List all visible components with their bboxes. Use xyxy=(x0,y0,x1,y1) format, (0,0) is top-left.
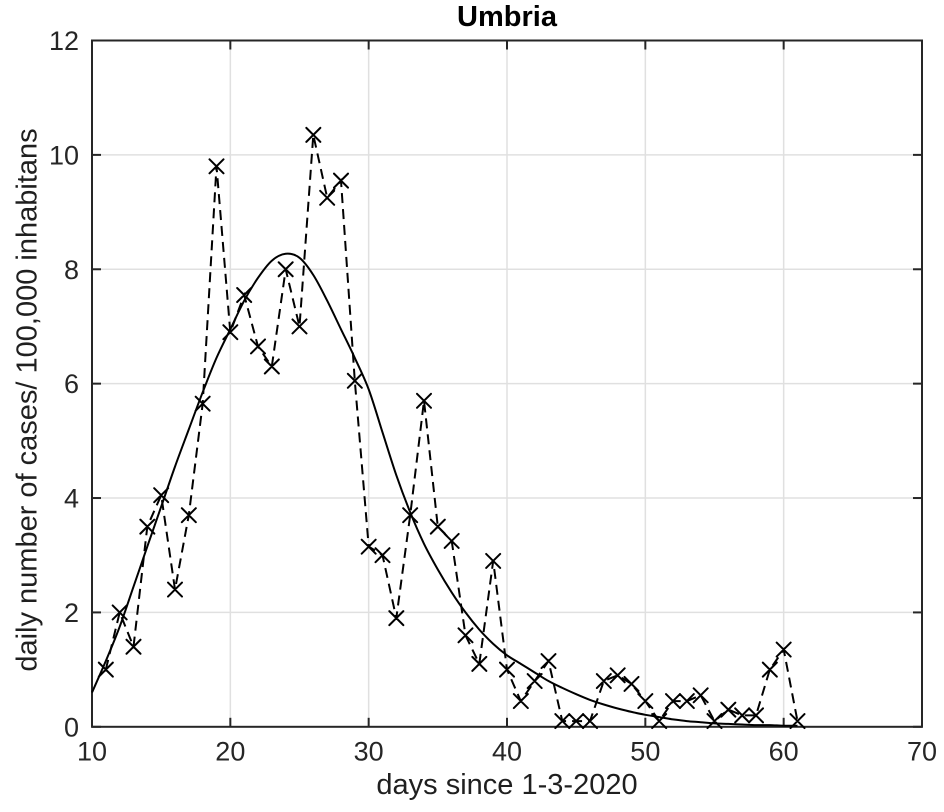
x-tick-labels: 10 20 30 40 50 60 70 xyxy=(77,736,937,766)
y-axis-label: daily number of cases/ 100,000 inhabitan… xyxy=(11,128,44,672)
x-tick-label: 50 xyxy=(630,736,660,766)
fitted-curve-line xyxy=(91,252,798,727)
x-tick-label: 70 xyxy=(907,736,937,766)
y-tick-label: 2 xyxy=(64,598,79,628)
grid-lines xyxy=(92,40,922,727)
y-tick-label: 0 xyxy=(64,712,79,742)
y-tick-label: 4 xyxy=(64,484,79,514)
daily-cases-data-line xyxy=(104,134,799,723)
x-tick-label: 60 xyxy=(769,736,799,766)
daily-cases-data-markers xyxy=(97,126,806,730)
x-tick-label: 10 xyxy=(77,736,107,766)
x-tick-label: 20 xyxy=(215,736,245,766)
x-tick-label: 40 xyxy=(492,736,522,766)
y-tick-label: 6 xyxy=(64,369,79,399)
x-axis-label: days since 1-3-2020 xyxy=(376,769,638,801)
chart-title: Umbria xyxy=(457,1,557,33)
y-tick-label: 8 xyxy=(64,255,79,285)
axis-ticks xyxy=(91,39,923,728)
x-tick-label: 30 xyxy=(354,736,384,766)
y-tick-label: 12 xyxy=(49,26,79,56)
y-tick-label: 10 xyxy=(49,140,79,170)
y-tick-labels: 0 2 4 6 8 10 12 xyxy=(49,26,79,742)
